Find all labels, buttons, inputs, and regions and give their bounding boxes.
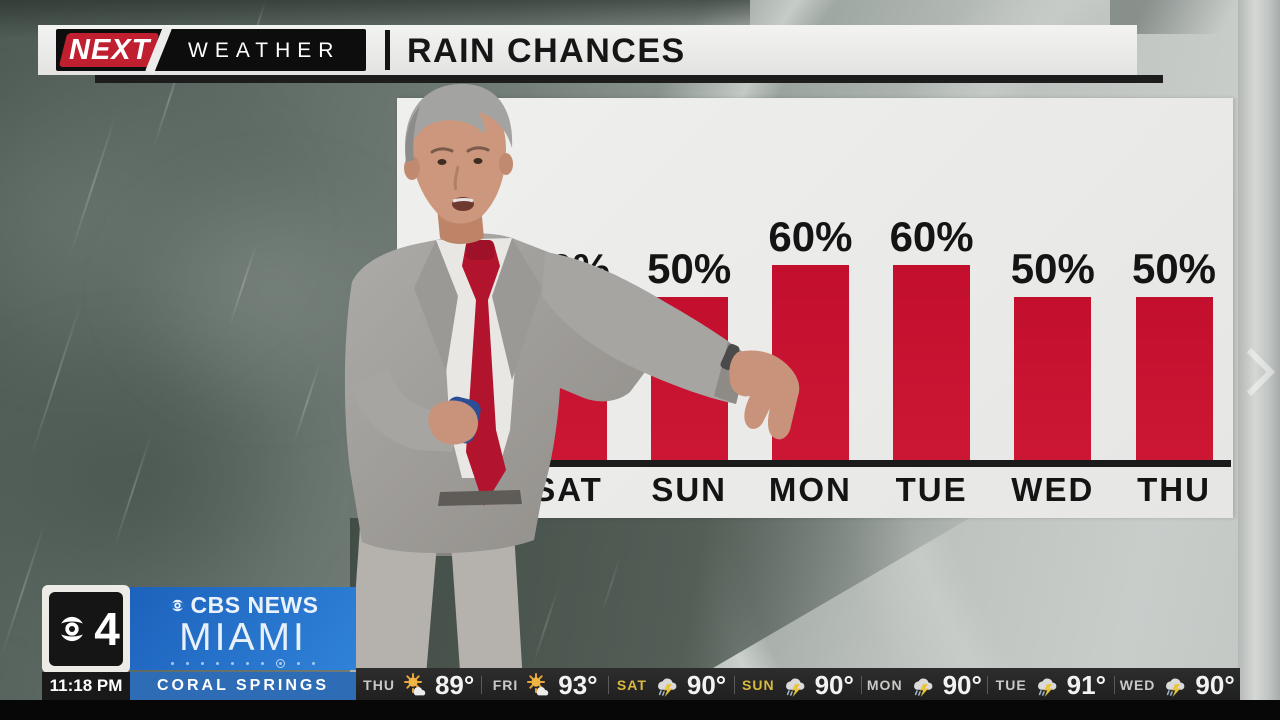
miami-dot <box>312 662 315 665</box>
miami-dot <box>261 662 264 665</box>
value-label-tue: 60% <box>889 213 974 260</box>
ticker-temp: 90° <box>686 670 727 700</box>
ticker-divider <box>607 676 609 694</box>
miami-dot <box>246 662 249 665</box>
category-label-sat: SAT <box>533 471 603 508</box>
ticker-item-sat: SAT 90° <box>609 668 734 702</box>
cbs-news-wordmark: CBS NEWS <box>168 592 319 619</box>
ticker-item-wed: WED 90° <box>1115 668 1240 702</box>
ticker-day-label: THU <box>363 677 395 693</box>
category-label-sun: SUN <box>651 471 728 508</box>
forecast-ticker: THU 89° FRI 93° SAT 90° SUN <box>356 668 1240 702</box>
letterbox-strip <box>0 700 1280 720</box>
storm-icon <box>910 673 936 697</box>
miami-dot <box>279 662 282 665</box>
ticker-item-sun: SUN 90° <box>735 668 860 702</box>
rain-bar-tue <box>893 265 971 460</box>
storm-icon <box>657 678 677 697</box>
ticker-item-tue: TUE 91° <box>988 668 1113 702</box>
page-title: RAIN CHANCES <box>407 32 686 70</box>
category-label-tue: TUE <box>895 471 968 508</box>
miami-dot <box>231 662 234 665</box>
ticker-item-thu: THU 89° <box>356 668 481 702</box>
value-label-thu: 50% <box>1131 245 1217 292</box>
banner-underline <box>95 75 1163 83</box>
category-label-mon: MON <box>768 471 852 508</box>
category-label-wed: WED <box>1011 471 1095 508</box>
miami-dot <box>297 662 300 665</box>
ticker-day-label: SAT <box>616 677 647 693</box>
rain-bar-sat <box>529 297 607 460</box>
location-label: CORAL SPRINGS <box>130 672 356 700</box>
x-axis-line <box>447 460 1231 467</box>
ticker-divider <box>1113 676 1115 694</box>
ticker-temp: 90° <box>942 670 982 700</box>
backdrop-edge-band <box>1238 0 1280 720</box>
cbs-news-miami-panel: CBS NEWS MIAMI <box>130 587 356 670</box>
storm-icon <box>1034 673 1060 697</box>
cbs-eye-icon <box>54 616 90 642</box>
ticker-temp: 90° <box>1195 670 1235 700</box>
ticker-day-label: MON <box>866 677 903 693</box>
storm-icon <box>654 673 680 697</box>
sun-cloud-icon <box>403 673 426 696</box>
cbs-eye-icon <box>168 599 186 611</box>
ticker-divider <box>734 676 736 694</box>
banner-separator <box>385 30 390 70</box>
market-name: MIAMI <box>179 615 307 659</box>
miami-dots <box>171 658 315 670</box>
rain-bar-wed <box>1014 297 1092 460</box>
rain-chances-chart-panel: 50% SAT 50% SUN 60% MON 60% TUE 50% WED 50% THU <box>397 98 1233 518</box>
value-label-sat: 50% <box>525 245 611 292</box>
rain-bar-sun <box>650 297 728 460</box>
storm-icon <box>782 673 808 697</box>
rain-bar-thu <box>1135 297 1213 460</box>
cbs4-logo: 4 <box>49 592 123 666</box>
ticker-divider <box>987 676 989 694</box>
storm-icon <box>1166 678 1185 697</box>
ticker-day-label: FRI <box>492 677 519 693</box>
next-logo-text: NEXT <box>69 34 151 66</box>
rain-bar-mon <box>771 265 849 460</box>
clock: 11:18 PM <box>42 672 130 700</box>
value-label-wed: 50% <box>1010 245 1095 292</box>
miami-ringed-dot <box>276 659 285 668</box>
ticker-day-label: SUN <box>742 677 775 693</box>
cbs4-logo-tile: 4 <box>42 585 130 673</box>
network-name: CBS NEWS <box>190 591 319 618</box>
ticker-day-label: TUE <box>995 677 1027 693</box>
value-label-mon: 60% <box>768 213 853 260</box>
storm-icon <box>785 678 804 697</box>
storm-icon <box>913 678 932 697</box>
top-banner: NEXT WEATHER RAIN CHANCES <box>38 25 1137 75</box>
storm-icon <box>1037 678 1057 697</box>
ticker-temp: 91° <box>1066 670 1106 700</box>
weather-logo-text: WEATHER <box>188 39 341 62</box>
channel-number: 4 <box>94 603 120 655</box>
ticker-day-label: WED <box>1119 677 1156 693</box>
storm-cloud-blob <box>120 170 420 410</box>
ticker-divider <box>860 676 862 694</box>
miami-dot <box>171 662 174 665</box>
ticker-temp: 90° <box>814 670 854 700</box>
value-label-sun: 50% <box>647 245 732 292</box>
ticker-item-mon: MON 90° <box>862 668 987 702</box>
miami-dot <box>216 662 219 665</box>
ticker-temp: 93° <box>558 670 598 700</box>
sun-cloud-icon <box>527 673 549 696</box>
sun-cloud-icon <box>525 673 551 697</box>
miami-dot <box>186 662 189 665</box>
sun-cloud-icon <box>402 673 428 697</box>
ticker-item-fri: FRI 93° <box>482 668 607 702</box>
category-label-thu: THU <box>1137 471 1211 508</box>
storm-icon <box>1162 673 1188 697</box>
ticker-temp: 89° <box>434 670 475 700</box>
miami-dot <box>201 662 204 665</box>
next-weather-logo: NEXT WEATHER <box>56 26 366 74</box>
